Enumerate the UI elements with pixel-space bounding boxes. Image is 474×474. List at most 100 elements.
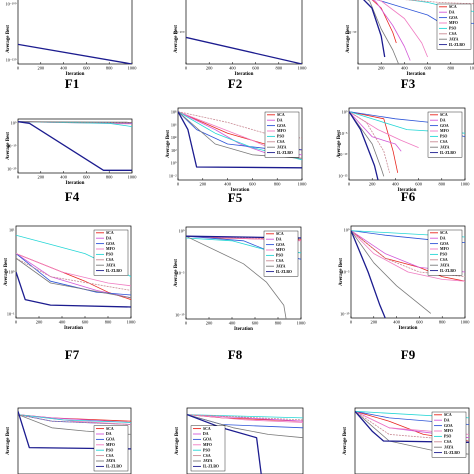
x-tick-label-f1: 600 — [83, 66, 90, 71]
y-axis-label-f6: Average Best — [337, 130, 342, 158]
legend-entry-f10: IL-ZLBO — [106, 465, 122, 469]
legend-entry-f11: GOA — [203, 438, 212, 442]
legend-entry-f10: SCA — [106, 427, 114, 431]
x-tick-label-f8: 1000 — [297, 321, 307, 326]
series-line-f5-7 — [178, 111, 302, 169]
legend-entry-f7: PSO — [106, 253, 113, 257]
panel-label-f8: F8 — [227, 347, 243, 362]
legend-entry-f9: DA — [440, 236, 446, 240]
y-axis-label-f7: Average Best — [4, 258, 9, 286]
legend-entry-f6: SCA — [440, 113, 448, 117]
legend-entry-f12: PSO — [444, 435, 451, 439]
series-line-f3-0 — [371, 0, 397, 44]
axes-frame-f4 — [17, 118, 133, 174]
legend-entry-f9: JAYA — [440, 263, 450, 267]
axes-frame-f6 — [348, 107, 466, 181]
y-tick-label-f1: 10⁻¹⁵⁰ — [6, 58, 17, 63]
x-tick-label-f9: 0 — [350, 320, 353, 325]
x-tick-label-f8: 400 — [229, 321, 236, 326]
y-tick-label-f6: 10⁻¹⁵ — [338, 174, 348, 179]
series-line-f10-4 — [18, 414, 131, 423]
x-tick-label-f2: 200 — [206, 66, 213, 71]
x-tick-label-f7: 200 — [36, 320, 43, 325]
panel-label-f9: F9 — [400, 347, 416, 362]
x-tick-label-f2: 0 — [185, 66, 188, 71]
x-tick-label-f1: 200 — [38, 66, 45, 71]
legend-entry-f11: SCA — [203, 427, 211, 431]
series-line-f6-0 — [349, 111, 399, 173]
x-axis-label-f2: Iteration — [235, 72, 254, 77]
x-tick-label-f2: 1000 — [298, 66, 308, 71]
panel-label-f3: F3 — [400, 76, 416, 91]
x-tick-label-f5: 1000 — [298, 182, 308, 187]
y-tick-label-f1: 10⁻¹⁰⁰ — [5, 2, 16, 7]
legend-entry-f9: MFO — [440, 247, 449, 251]
series-line-f3-3 — [376, 0, 428, 58]
series-line-f9-6 — [351, 230, 432, 314]
series-line-f6-6 — [349, 111, 385, 177]
x-tick-label-f6: 400 — [392, 182, 399, 187]
legend-entry-f12: DA — [444, 418, 450, 422]
y-tick-label-f5: 10⁶ — [171, 122, 177, 127]
x-tick-label-f6: 600 — [415, 182, 422, 187]
series-line-f7-3 — [16, 253, 131, 287]
series-line-f11-3 — [187, 414, 303, 423]
y-tick-label-f6: 10⁻¹⁰ — [338, 152, 348, 157]
y-axis-label-f1: Average Best — [6, 25, 11, 53]
legend-entry-f10: DA — [106, 432, 112, 436]
series-line-f9-3 — [351, 230, 465, 282]
axes-frame-f11 — [186, 407, 304, 474]
y-tick-label-f5: 10² — [171, 148, 177, 153]
legend-entry-f6: MFO — [440, 129, 449, 133]
legend-entry-f8: DA — [276, 237, 282, 241]
x-axis-label-f9: Iteration — [399, 326, 418, 331]
legend-entry-f12: CSA — [444, 440, 452, 444]
y-tick-label-f5: 10⁴ — [171, 135, 177, 140]
legend-entry-f6: DA — [440, 118, 446, 122]
legend-entry-f10: PSO — [106, 448, 113, 452]
series-line-f6-5 — [349, 111, 390, 173]
legend-entry-f9: GOA — [440, 242, 449, 246]
legend-entry-f7: CSA — [106, 258, 114, 262]
y-tick-label-f5: 10⁻² — [169, 174, 177, 179]
legend-entry-f10: GOA — [106, 438, 115, 442]
legend-entry-f3: JAYA — [449, 37, 459, 41]
x-tick-label-f5: 400 — [224, 182, 231, 187]
series-line-f7-5 — [16, 257, 131, 291]
axes-frame-f2 — [185, 0, 303, 65]
legend-entry-f9: PSO — [440, 253, 447, 257]
legend-entry-f3: MFO — [449, 21, 458, 25]
series-line-f8-6 — [186, 235, 287, 319]
legend-entry-f8: CSA — [276, 259, 284, 263]
series-line-f6-7 — [349, 111, 379, 180]
panel-label-f2: F2 — [227, 76, 243, 91]
x-tick-label-f1: 0 — [17, 66, 20, 71]
x-tick-label-f7: 0 — [15, 320, 18, 325]
x-axis-label-f7: Iteration — [64, 326, 83, 331]
axes-frame-f1 — [17, 0, 133, 65]
legend-entry-f8: JAYA — [276, 264, 286, 268]
series-line-f7-7 — [16, 271, 131, 308]
legend-entry-f11: MFO — [203, 443, 212, 447]
x-tick-label-f4: 0 — [17, 175, 20, 180]
plot-f3: 0 200 400 600 800 1000 Iteration Average Best10… — [346, 0, 474, 77]
x-tick-label-f4: 200 — [38, 175, 45, 180]
panel-label-f7: F7 — [64, 347, 80, 362]
y-tick-label-f9: 10⁻⁵ — [342, 270, 350, 275]
x-tick-label-f5: 200 — [200, 182, 207, 187]
x-tick-label-f9: 200 — [371, 320, 378, 325]
x-tick-label-f6: 0 — [348, 182, 351, 187]
x-tick-label-f9: 600 — [416, 320, 423, 325]
x-tick-label-f8: 600 — [252, 321, 259, 326]
legend-entry-f10: MFO — [106, 443, 115, 447]
legend-entry-f12: MFO — [444, 429, 453, 433]
series-line-f7-6 — [16, 257, 131, 299]
legend-entry-f8: MFO — [276, 248, 285, 252]
series-line-f3-5 — [404, 0, 474, 5]
x-tick-label-f8: 200 — [206, 321, 213, 326]
x-tick-label-f3: 600 — [424, 66, 431, 71]
